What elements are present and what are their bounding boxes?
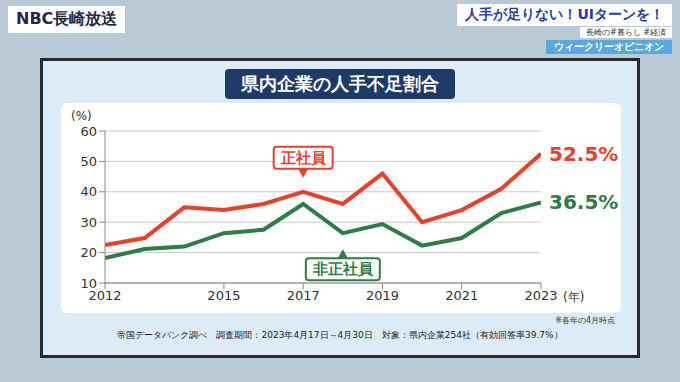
svg-text:36.5%: 36.5% [549,190,618,214]
svg-text:10: 10 [80,276,97,291]
html-text:県内企業の人手不足割合: 県内企業の人手不足割合 [241,73,439,94]
html-text:ウィークリーオピニオン: ウィークリーオピニオン [554,41,664,52]
svg-text:正社員: 正社員 [280,149,327,167]
svg-text:2015: 2015 [207,288,240,303]
svg-text:20: 20 [80,245,97,260]
svg-text:30: 30 [80,215,97,230]
svg-text:40: 40 [80,184,97,199]
html-text:※各年の4月時点: ※各年の4月時点 [555,316,615,325]
html-text:長崎の#暮らし #経済: 長崎の#暮らし #経済 [586,28,666,37]
svg-text:2021: 2021 [445,288,478,303]
html-text:NBC長崎放送: NBC長崎放送 [16,9,118,28]
svg-text:2023: 2023 [524,288,557,303]
svg-text:2012: 2012 [88,288,122,304]
svg-text:非正社員: 非正社員 [312,260,374,278]
svg-text:50: 50 [80,154,97,169]
svg-text:2019: 2019 [366,288,399,303]
svg-text:60: 60 [80,124,97,139]
svg-text:2017: 2017 [287,288,320,303]
svg-text:52.5%: 52.5% [549,142,618,166]
html-text:人手が足りない！UIターンを！: 人手が足りない！UIターンを！ [465,6,664,22]
html-text:(年): (年) [563,290,585,304]
html-text:帝国データバンク調べ 調査期間：2023年4月17日～4月3: 帝国データバンク調べ 調査期間：2023年4月17日～4月30日 対象：県内企業… [117,330,563,340]
